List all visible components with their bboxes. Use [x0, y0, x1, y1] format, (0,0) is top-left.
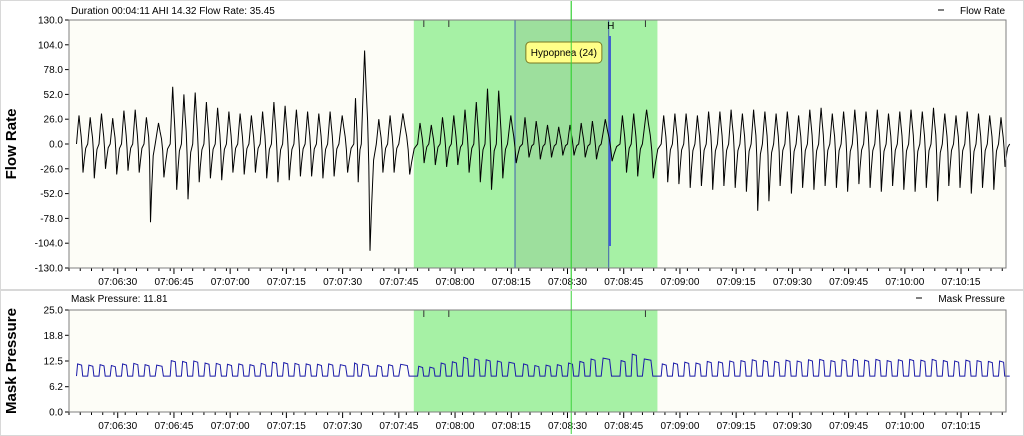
legend-label: Flow Rate [960, 6, 1005, 17]
info-readout: Duration 00:04:11 AHI 14.32 Flow Rate: 3… [71, 6, 275, 17]
x-tick-label: 07:08:15 [492, 421, 531, 432]
x-tick-label: 07:08:00 [436, 277, 475, 288]
y-tick-label: 104.0 [38, 40, 63, 51]
x-tick-label: 07:10:00 [885, 421, 924, 432]
x-tick-label: 07:08:30 [548, 421, 587, 432]
x-tick-label: 07:09:45 [829, 421, 868, 432]
x-tick-label: 07:08:00 [436, 421, 475, 432]
x-tick-label: 07:08:45 [604, 421, 643, 432]
x-tick-label: 07:10:00 [885, 277, 924, 288]
y-tick-label: -78.0 [40, 214, 63, 225]
x-tick-label: 07:06:45 [154, 277, 193, 288]
y-tick-label: 52.0 [44, 90, 64, 101]
x-tick-label: 07:07:45 [379, 421, 418, 432]
y-tick-label: 0.0 [49, 140, 63, 151]
y-tick-label: -104.0 [35, 239, 64, 250]
x-tick-label: 07:09:30 [773, 277, 812, 288]
x-tick-label: 07:07:30 [323, 421, 362, 432]
x-tick-label: 07:09:15 [717, 421, 756, 432]
x-tick-label: 07:06:30 [98, 277, 137, 288]
y-tick-label: 18.8 [44, 331, 64, 342]
x-tick-label: 07:09:45 [829, 277, 868, 288]
x-tick-label: 07:09:00 [660, 421, 699, 432]
y-tick-label: 130.0 [38, 16, 63, 27]
x-tick-label: 07:06:30 [98, 421, 137, 432]
x-tick-label: 07:07:00 [211, 277, 250, 288]
flow-rate-trace [76, 50, 1011, 251]
legend-label: Mask Pressure [938, 294, 1005, 305]
x-tick-label: 07:06:45 [154, 421, 193, 432]
event-callout-box [525, 41, 603, 64]
flow-rate-panel: H 130.0 104.0 78.0 52.0 26.0 0.0 -26.0 -52.0 -78.… [3, 0, 1011, 290]
x-tick-label: 07:08:15 [492, 277, 531, 288]
mask-pressure-trace [76, 353, 1010, 377]
y-tick-label: 78.0 [44, 65, 64, 76]
plot-border [68, 19, 1007, 269]
mask-pressure-panel: 25.0 18.8 12.5 6.2 0.0 07:06:30 07:06:45 07:07:… [3, 0, 1010, 434]
x-tick-label: 07:10:15 [942, 421, 981, 432]
event-marker-label: H [607, 21, 614, 32]
x-tick-label: 07:07:45 [379, 277, 418, 288]
info-readout: Mask Pressure: 11.81 [71, 294, 168, 305]
selected-range-highlight [413, 310, 658, 412]
y-tick-label: -130.0 [35, 264, 64, 275]
x-tick-label: 07:09:15 [717, 277, 756, 288]
legend: Mask Pressure [916, 294, 1005, 305]
x-tick-label: 07:07:15 [267, 421, 306, 432]
plot-border [68, 309, 1007, 413]
y-axis-title: Flow Rate [3, 109, 20, 180]
y-tick-label: 6.2 [49, 382, 63, 393]
x-tick-label: 07:09:00 [660, 277, 699, 288]
x-tick-label: 07:07:30 [323, 277, 362, 288]
x-tick-label: 07:07:15 [267, 277, 306, 288]
legend: Flow Rate [938, 6, 1005, 17]
y-tick-label: 26.0 [44, 115, 64, 126]
event-callout-label: Hypopnea (24) [531, 48, 597, 59]
x-tick-label: 07:07:00 [211, 421, 250, 432]
y-axis-title: Mask Pressure [3, 308, 20, 414]
x-tick-label: 07:09:30 [773, 421, 812, 432]
x-tick-label: 07:08:45 [604, 277, 643, 288]
y-tick-label: -26.0 [40, 164, 63, 175]
y-tick-label: 25.0 [44, 306, 64, 317]
y-tick-label: 0.0 [49, 408, 63, 419]
x-tick-label: 07:10:15 [942, 277, 981, 288]
y-tick-label: -52.0 [40, 189, 63, 200]
x-tick-label: 07:08:30 [548, 277, 587, 288]
y-tick-label: 12.5 [44, 357, 64, 368]
